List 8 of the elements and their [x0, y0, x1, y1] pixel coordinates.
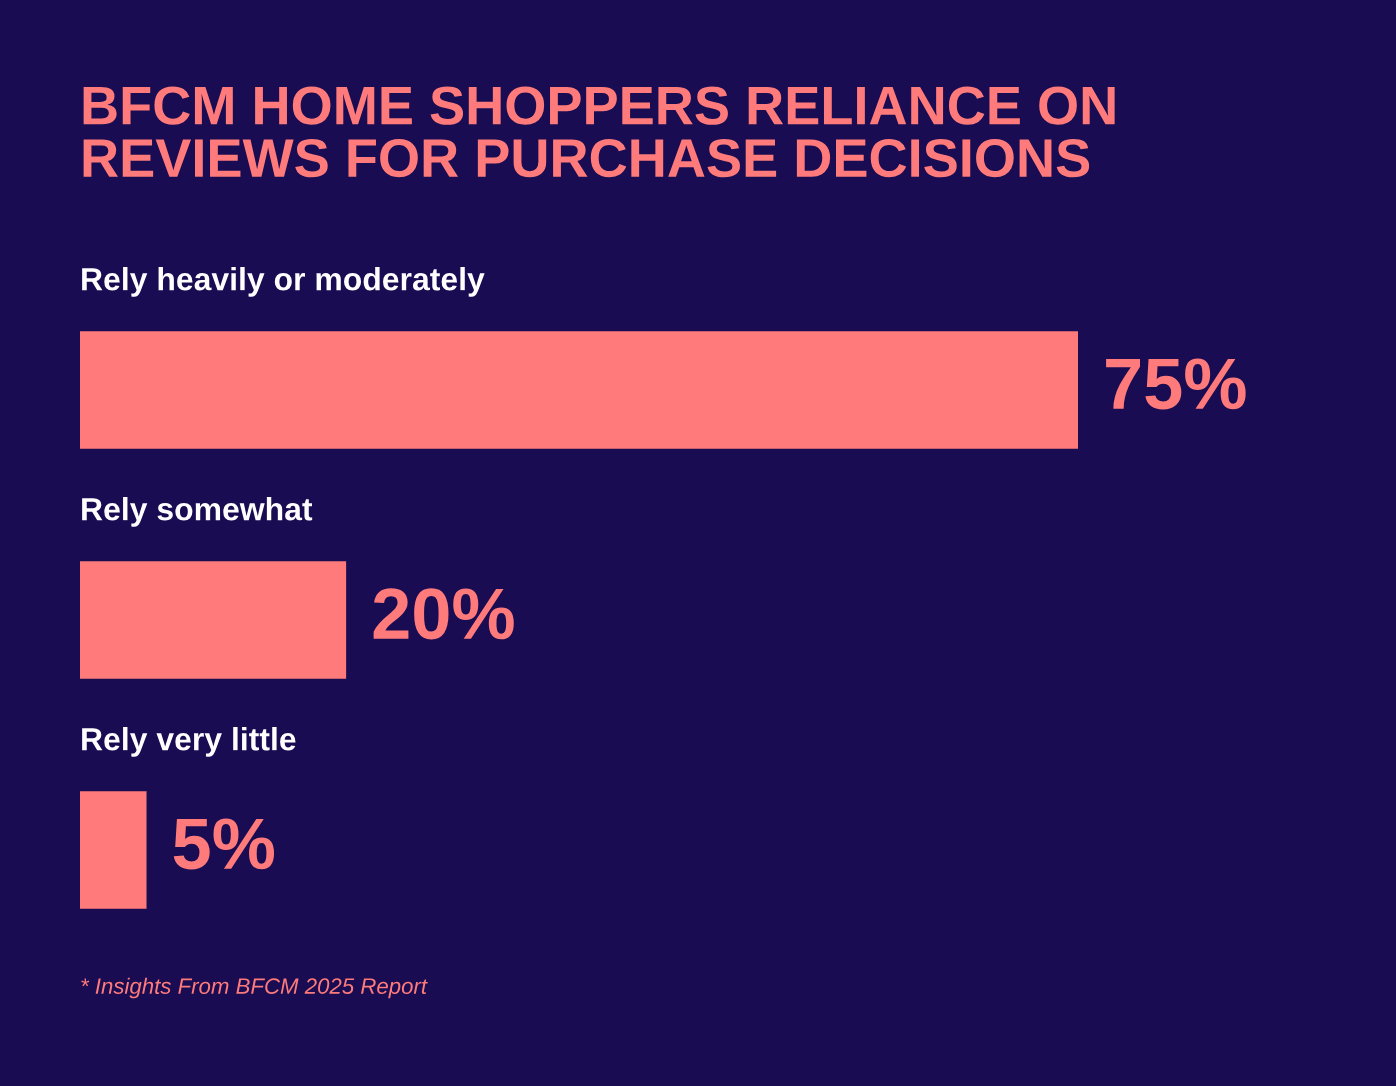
y-tick-label: Rely somewhat: [82, 497, 313, 527]
data-label: 75%: [1106, 358, 1246, 410]
y-tick-label: Rely heavily or moderately: [82, 267, 485, 297]
y-tick-label: Rely very little: [82, 727, 296, 757]
text: * Insights From BFCM 2025 Report: [81, 977, 428, 999]
chart-title: BFCM HOME SHOPPERS RELIANCE ON REVIEWS FOR PURCHASE DECISIONS: [83, 86, 1115, 178]
data-label: 5%: [173, 818, 275, 870]
data-label: 20%: [373, 588, 514, 640]
